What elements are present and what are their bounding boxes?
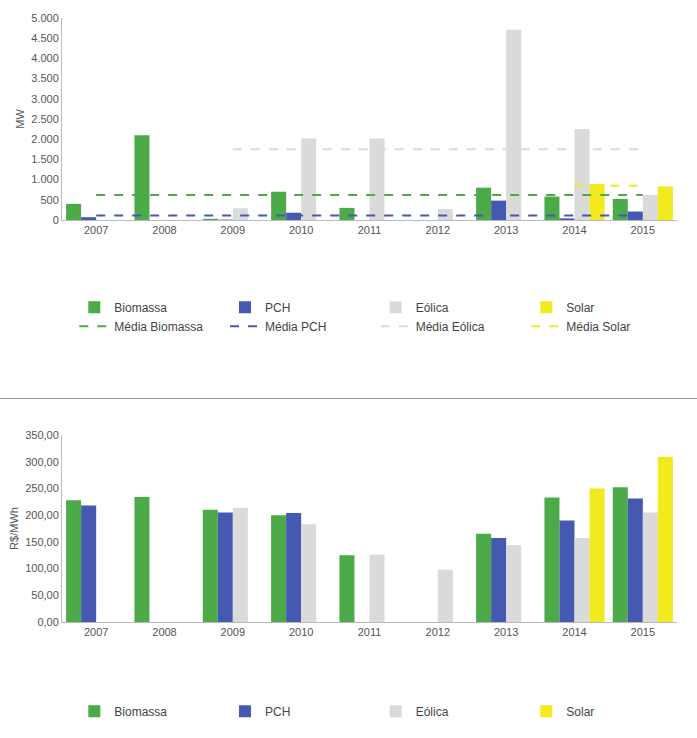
svg-text:300,00: 300,00: [25, 456, 59, 468]
svg-text:0: 0: [53, 214, 59, 226]
svg-text:1.500: 1.500: [31, 153, 59, 165]
svg-text:2011: 2011: [358, 626, 382, 638]
svg-text:2011: 2011: [358, 224, 382, 236]
svg-text:2013: 2013: [494, 626, 518, 638]
svg-text:2008: 2008: [152, 626, 176, 638]
svg-text:Eólica: Eólica: [416, 301, 449, 315]
svg-text:MW: MW: [14, 109, 26, 129]
svg-text:2009: 2009: [221, 224, 245, 236]
svg-text:0,00: 0,00: [37, 616, 58, 628]
svg-text:Solar: Solar: [566, 301, 594, 315]
svg-text:2009: 2009: [221, 626, 245, 638]
svg-text:350,00: 350,00: [25, 429, 59, 441]
svg-text:2007: 2007: [84, 626, 108, 638]
svg-text:Biomassa: Biomassa: [114, 705, 167, 719]
svg-text:4.000: 4.000: [31, 52, 59, 64]
svg-text:2012: 2012: [426, 626, 450, 638]
svg-text:Biomassa: Biomassa: [114, 301, 167, 315]
svg-text:2010: 2010: [289, 224, 313, 236]
svg-text:100,00: 100,00: [25, 562, 59, 574]
svg-text:2010: 2010: [289, 626, 313, 638]
svg-text:3.000: 3.000: [31, 93, 59, 105]
svg-text:5.000: 5.000: [31, 12, 59, 24]
svg-text:50,00: 50,00: [31, 589, 59, 601]
svg-text:250,00: 250,00: [25, 482, 59, 494]
svg-text:Eólica: Eólica: [416, 705, 449, 719]
svg-text:2014: 2014: [562, 626, 586, 638]
svg-text:150,00: 150,00: [25, 536, 59, 548]
svg-text:PCH: PCH: [265, 301, 290, 315]
svg-text:R$/MWh: R$/MWh: [8, 507, 20, 550]
svg-text:2013: 2013: [494, 224, 518, 236]
svg-text:2008: 2008: [152, 224, 176, 236]
svg-text:2015: 2015: [631, 224, 655, 236]
svg-text:Solar: Solar: [566, 705, 594, 719]
svg-text:2014: 2014: [562, 224, 586, 236]
svg-text:1.000: 1.000: [31, 173, 59, 185]
svg-text:500: 500: [40, 194, 58, 206]
svg-text:Média PCH: Média PCH: [265, 320, 326, 334]
svg-text:2.000: 2.000: [31, 133, 59, 145]
svg-text:Média Solar: Média Solar: [566, 320, 630, 334]
svg-text:Média Biomassa: Média Biomassa: [114, 320, 203, 334]
svg-text:2.500: 2.500: [31, 113, 59, 125]
svg-text:Média Eólica: Média Eólica: [416, 320, 485, 334]
svg-text:4.500: 4.500: [31, 32, 59, 44]
svg-text:2007: 2007: [84, 224, 108, 236]
svg-text:2012: 2012: [426, 224, 450, 236]
svg-text:3.500: 3.500: [31, 72, 59, 84]
svg-text:PCH: PCH: [265, 705, 290, 719]
svg-text:2015: 2015: [631, 626, 655, 638]
svg-text:200,00: 200,00: [25, 509, 59, 521]
